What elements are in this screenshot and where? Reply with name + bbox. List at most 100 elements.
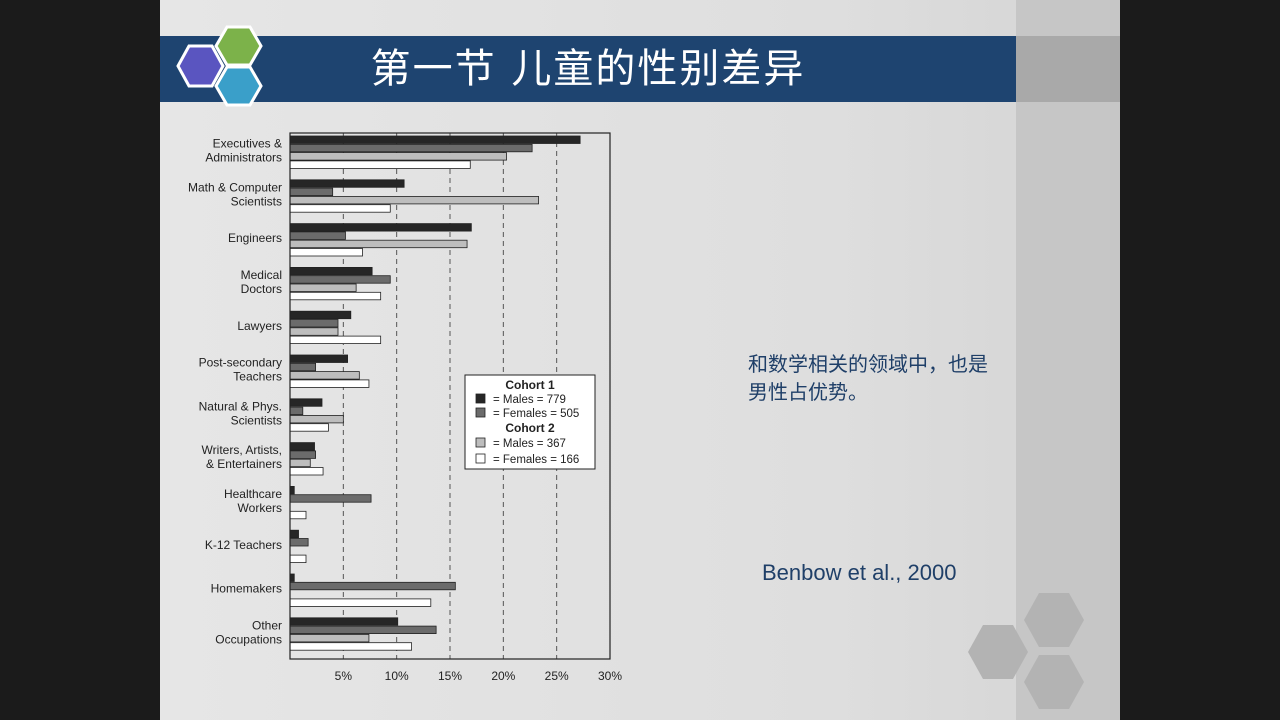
bar-c5-s1 bbox=[289, 310, 352, 320]
legend-swatch-1 bbox=[475, 393, 486, 404]
x-tick-label-4: 20% bbox=[491, 669, 515, 683]
bar-c6-s4 bbox=[289, 379, 370, 388]
category-label-8-2: & Entertainers bbox=[206, 457, 282, 471]
bar-c11-s2 bbox=[289, 581, 456, 591]
hex-green bbox=[214, 25, 263, 67]
bar-c1-s3 bbox=[289, 152, 507, 161]
bar-c4-s2 bbox=[289, 275, 391, 284]
note-text: 和数学相关的领域中，也是 男性占优势。 bbox=[748, 350, 1058, 406]
bar-c1-s2 bbox=[289, 143, 533, 153]
bar-c7-s2 bbox=[289, 406, 304, 416]
bar-c5-s4 bbox=[289, 335, 382, 345]
bar-c10-s4 bbox=[289, 554, 307, 564]
legend-box bbox=[464, 374, 596, 470]
occupation-bar-chart: Executives &Administrators Math & Compute… bbox=[188, 132, 622, 683]
category-label-2-2: Scientists bbox=[231, 194, 282, 208]
bar-c1-s4 bbox=[289, 160, 471, 169]
legend-label-2: = Females = 505 bbox=[493, 408, 579, 420]
letterbox-left bbox=[0, 0, 160, 720]
x-tick-label-1: 5% bbox=[335, 669, 353, 683]
hex-grey-top bbox=[1024, 593, 1084, 647]
logo-hexagons bbox=[176, 25, 263, 107]
category-label-1-1: Executives & bbox=[213, 137, 282, 151]
category-labels: Executives &Administrators Math & Compute… bbox=[188, 137, 282, 647]
bar-c6-s3 bbox=[289, 371, 360, 380]
hex-grey-bottom bbox=[1024, 655, 1084, 709]
category-label-10-1: K-12 Teachers bbox=[205, 538, 282, 552]
legend-swatch-2 bbox=[475, 407, 486, 418]
category-label-4-1: Medical bbox=[241, 268, 282, 282]
bar-c8-s1 bbox=[289, 442, 315, 451]
bar-c3-s3 bbox=[289, 239, 468, 249]
legend-swatch-3 bbox=[475, 437, 486, 448]
bar-c4-s4 bbox=[289, 291, 382, 301]
category-label-9-1: Healthcare bbox=[224, 487, 282, 501]
bar-c6-s1 bbox=[289, 354, 348, 363]
chart-legend: Cohort 1 Cohort 2 = Males = 779 = Females =… bbox=[464, 374, 596, 470]
legend-label-4: = Females = 166 bbox=[493, 454, 579, 466]
category-label-2-1: Math & Computer bbox=[188, 180, 282, 194]
category-label-8-1: Writers, Artists, bbox=[202, 443, 282, 457]
note-line-1: 和数学相关的领域中，也是 bbox=[748, 352, 988, 376]
category-label-4-2: Doctors bbox=[241, 282, 282, 296]
bar-c12-s4 bbox=[289, 642, 412, 651]
bar-c3-s4 bbox=[289, 248, 363, 257]
citation: Benbow et al., 2000 bbox=[762, 560, 957, 585]
bar-c9-s4 bbox=[289, 510, 307, 520]
bar-c5-s2 bbox=[289, 319, 339, 328]
bar-c2-s4 bbox=[289, 204, 391, 213]
note-line-2: 男性占优势。 bbox=[748, 380, 868, 404]
x-tick-label-3: 15% bbox=[438, 669, 462, 683]
bar-c5-s3 bbox=[289, 327, 339, 336]
bar-c7-s3 bbox=[289, 414, 344, 424]
bar-c8-s4 bbox=[289, 467, 324, 476]
bar-c10-s2 bbox=[289, 538, 309, 547]
letterbox-right bbox=[1120, 0, 1280, 720]
category-label-6-2: Teachers bbox=[233, 370, 282, 384]
bar-c2-s2 bbox=[289, 187, 334, 196]
category-label-7-1: Natural & Phys. bbox=[199, 399, 282, 413]
bar-c10-s1 bbox=[289, 529, 299, 539]
bar-c3-s2 bbox=[289, 231, 346, 240]
bar-c12-s3 bbox=[289, 633, 370, 643]
legend-label-1: = Males = 779 bbox=[493, 394, 566, 406]
bar-c8-s3 bbox=[289, 458, 311, 468]
hex-grey-left bbox=[968, 625, 1028, 679]
x-tick-label-5: 25% bbox=[545, 669, 569, 683]
category-label-1-2: Administrators bbox=[205, 151, 282, 165]
legend-group-2: Cohort 2 bbox=[505, 421, 555, 435]
legend-group-1: Cohort 1 bbox=[505, 378, 555, 392]
chart-bars bbox=[289, 135, 581, 651]
slide-title: 第一节 儿童的性别差异 bbox=[370, 46, 806, 92]
hex-purple bbox=[176, 44, 225, 88]
legend-label-3: = Males = 367 bbox=[493, 438, 566, 450]
x-tick-label-2: 10% bbox=[385, 669, 409, 683]
category-label-12-1: Other bbox=[252, 618, 282, 632]
bar-c2-s1 bbox=[289, 179, 405, 188]
bar-c4-s1 bbox=[289, 266, 373, 276]
bar-c11-s4 bbox=[289, 598, 432, 607]
title-bar bbox=[160, 36, 1016, 102]
category-label-11-1: Homemakers bbox=[211, 582, 282, 596]
category-label-3-1: Engineers bbox=[228, 231, 282, 245]
bar-c6-s2 bbox=[289, 362, 317, 372]
bar-c7-s1 bbox=[289, 398, 323, 407]
bar-c1-s1 bbox=[289, 135, 581, 144]
bar-c11-s1 bbox=[289, 573, 295, 582]
x-tick-label-6: 30% bbox=[598, 669, 622, 683]
category-label-6-1: Post-secondary bbox=[199, 356, 282, 370]
slide: 第一节 儿童的性别差异 Executives & Administrators Ma… bbox=[160, 0, 1120, 720]
bar-c12-s1 bbox=[289, 617, 399, 626]
bar-c2-s3 bbox=[289, 196, 539, 205]
category-label-5-1: Lawyers bbox=[237, 319, 282, 333]
bar-c12-s2 bbox=[289, 625, 437, 635]
decor-hexagons bbox=[968, 593, 1084, 709]
bar-c9-s2 bbox=[289, 494, 372, 503]
bar-c4-s3 bbox=[289, 283, 357, 292]
legend-swatch-4 bbox=[475, 453, 486, 464]
category-label-12-2: Occupations bbox=[215, 632, 282, 646]
plot-frame bbox=[289, 132, 611, 660]
bar-c9-s1 bbox=[289, 485, 295, 495]
category-label-7-2: Scientists bbox=[231, 413, 282, 427]
hex-teal bbox=[214, 65, 263, 107]
